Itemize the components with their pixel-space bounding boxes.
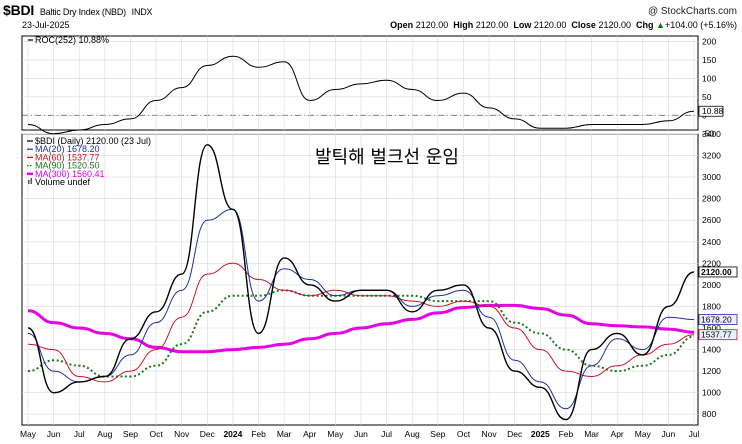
price-tick-label: 1000 (702, 388, 721, 398)
x-tick-label: Oct (149, 429, 163, 439)
roc-tick-label: 50 (702, 92, 712, 102)
x-tick-label: May (327, 429, 344, 439)
ma60-value-tag (698, 329, 738, 341)
price-legend-label: $BDI (Daily) 2120.00 (23 Jul) (35, 136, 151, 146)
x-tick-label: Oct (457, 429, 471, 439)
x-tick-label: Nov (482, 429, 498, 439)
price-tick-label: 2000 (702, 280, 721, 290)
roc-panel-frame (21, 35, 699, 131)
x-tick-label: Nov (174, 429, 190, 439)
price-tick-label: 1200 (702, 366, 721, 376)
ticker-symbol: $BDI Baltic Dry Index (NBD) INDX (3, 2, 153, 18)
ma60-value-tag-label: 1537.77 (701, 330, 732, 340)
stockcharts-watermark[interactable]: @ StockCharts.com (647, 6, 737, 17)
roc-value-tag-label: 10.88 (702, 106, 724, 116)
roc-tick-label: -50 (702, 129, 715, 139)
roc-tick-label: 200 (702, 37, 716, 47)
price-tick-label: 3000 (702, 172, 721, 182)
ticker-name: Baltic Dry Index (NBD) (39, 7, 126, 17)
x-tick-label: Apr (611, 429, 624, 439)
x-tick-label: Jul (689, 429, 700, 439)
ma300-legend-label: MA(300) 1560.41 (35, 169, 105, 179)
ma60-legend-label: MA(60) 1537.77 (35, 152, 100, 162)
price-panel-frame (21, 133, 699, 426)
volume-legend-label: Volume undef (35, 177, 91, 187)
price-line (27, 144, 695, 421)
roc-value-tag (698, 105, 724, 117)
x-tick-label: Feb (251, 429, 266, 439)
x-tick-label: May (635, 429, 652, 439)
ma20-value-tag-label: 1678.20 (701, 315, 732, 325)
volume-legend-swatch (28, 180, 30, 184)
x-tick-label: Jul (74, 429, 85, 439)
x-tick-label: Sep (123, 429, 138, 439)
quote-close: 2120.00 (598, 20, 631, 30)
price-tick-label: 1800 (702, 301, 721, 311)
quote-summary: Open 2120.00 High 2120.00 Low 2120.00 Cl… (390, 20, 737, 30)
ticker-exchange: INDX (131, 7, 153, 17)
x-tick-label: 2025 (531, 429, 550, 439)
quote-high: 2120.00 (475, 20, 509, 30)
x-tick-label: 2024 (223, 429, 242, 439)
price-tick-label: 1400 (702, 345, 721, 355)
price-tick-label: 1600 (702, 323, 721, 333)
price-tick-label: 3200 (702, 151, 721, 161)
x-tick-label: Apr (303, 429, 316, 439)
x-tick-label: Mar (277, 429, 292, 439)
roc-tick-label: 100 (702, 73, 716, 83)
ma20-legend-label: MA(20) 1678.20 (35, 144, 100, 154)
roc-line (27, 55, 695, 135)
quote-low: 2120.00 (533, 20, 567, 30)
price-tick-label: 800 (702, 409, 716, 419)
roc-legend-label: ROC(252) 10.88% (35, 35, 109, 45)
price-tick-label: 2800 (702, 194, 721, 204)
quote-change: +104.00 (+5.16%) (664, 20, 737, 30)
x-tick-label: Aug (405, 429, 420, 439)
ma90-legend-label: MA(90) 1520.50 (35, 161, 100, 171)
x-tick-label: Dec (507, 429, 523, 439)
overlay-title: 발틱해 벌크선 운임 (315, 147, 459, 168)
price-value-tag-label: 2120.00 (701, 267, 732, 277)
ma20-value-tag (698, 314, 738, 325)
x-tick-label: Aug (97, 429, 112, 439)
volume-legend-swatch (30, 178, 32, 184)
x-tick-label: Jun (47, 429, 61, 439)
price-tick-label: 2200 (702, 258, 721, 268)
price-tick-label: 2600 (702, 215, 721, 225)
x-tick-label: Sep (430, 429, 445, 439)
ma300-line (27, 303, 695, 354)
x-tick-label: Feb (559, 429, 574, 439)
x-tick-label: Jun (662, 429, 676, 439)
x-tick-label: May (20, 429, 37, 439)
chart-header: $BDI Baltic Dry Index (NBD) INDX 23-Jul-… (0, 0, 742, 36)
price-tick-label: 2400 (702, 237, 721, 247)
up-arrow-icon: ▲ (656, 20, 665, 30)
x-tick-label: Jul (381, 429, 392, 439)
x-tick-label: Jun (354, 429, 368, 439)
quote-open: 2120.00 (415, 20, 449, 30)
chart-date: 23-Jul-2025 (22, 20, 70, 30)
roc-tick-label: 150 (702, 55, 716, 65)
price-value-tag (698, 266, 738, 278)
x-tick-label: Mar (584, 429, 599, 439)
price-tick-label: 3400 (702, 129, 721, 139)
x-tick-label: Dec (200, 429, 216, 439)
